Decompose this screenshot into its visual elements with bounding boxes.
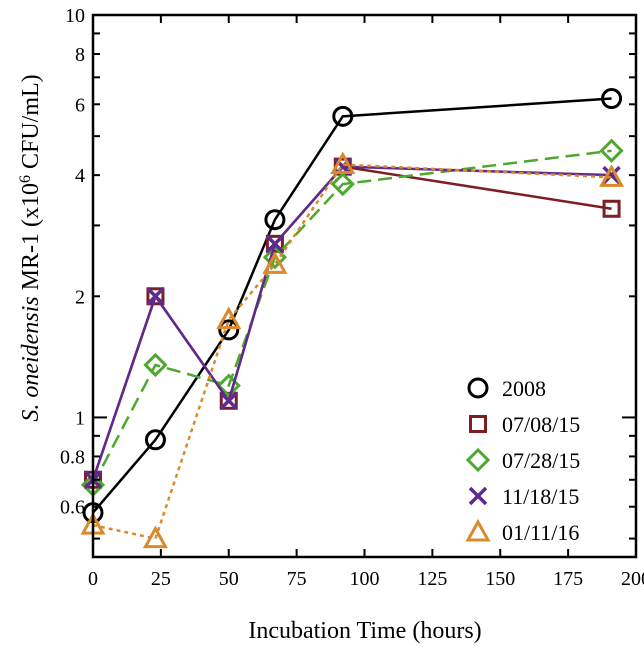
- series-0-point-3: [264, 209, 286, 231]
- y-tick-label-10: 10: [65, 5, 85, 27]
- series-3-point-3: [265, 234, 285, 254]
- y-axis-title: S. oneidensis MR-1 (x106 CFU/mL): [17, 74, 45, 421]
- y-tick-label-6: 6: [75, 94, 85, 116]
- series-3-point-1-stroke-b: [146, 287, 165, 306]
- series-3-point-3-stroke-b: [265, 234, 285, 254]
- series-line-3: [91, 165, 612, 481]
- y-tick-label-0.8: 0.8: [60, 446, 85, 468]
- series-2-point-4: [330, 171, 355, 197]
- series-1-point-5: [602, 199, 621, 218]
- series-3-point-2-stroke-b: [219, 391, 238, 411]
- series-1-point-2: [219, 391, 238, 410]
- legend-label-1: 07/08/15: [502, 412, 580, 437]
- axes: 0 25 50 75 100 125 150 175 200 0.6 0.8 1 2 4 6 8 10: [60, 5, 644, 590]
- x-tick-label-0: 0: [88, 568, 98, 590]
- series-2-point-5: [599, 138, 624, 163]
- series-4-point-5: [599, 164, 625, 187]
- series-0-point-5: [601, 88, 623, 110]
- x-tick-label-175: 175: [553, 568, 583, 590]
- legend-marker-4: [465, 518, 491, 542]
- y-axis-title-part-1: MR-1 (x10: [18, 183, 44, 296]
- series-0-point-2: [218, 319, 240, 341]
- series-0-point-4: [332, 105, 354, 127]
- legend-marker-3: [468, 486, 488, 506]
- x-axis-title: Incubation Time (hours): [248, 618, 481, 644]
- legend-label-2: 07/28/15: [502, 448, 580, 473]
- y-tick-label-2: 2: [75, 286, 85, 308]
- legend-marker-3-stroke-b: [468, 486, 488, 506]
- x-tick-label-50: 50: [219, 568, 239, 590]
- legend-label-4: 01/11/16: [502, 520, 579, 545]
- series-1-point-1: [146, 287, 165, 306]
- y-axis-title-part-2: 6: [17, 175, 34, 183]
- series-3-point-5: [602, 165, 621, 185]
- series-3: [83, 157, 621, 490]
- y-axis-title-part-3: CFU/mL): [18, 74, 44, 175]
- y-tick-label-8: 8: [75, 44, 85, 66]
- series-3-point-5-stroke-b: [602, 165, 621, 185]
- legend-label-3: 11/18/15: [502, 484, 579, 509]
- legend-marker-0: [467, 377, 489, 399]
- series-4-point-2: [216, 306, 242, 330]
- y-tick-label-1: 1: [75, 407, 85, 429]
- series-4-point-1: [142, 525, 168, 549]
- x-tick-label-150: 150: [485, 568, 515, 590]
- series-line-4: [92, 163, 612, 541]
- x-tick-label-25: 25: [151, 568, 171, 590]
- x-tick-label-75: 75: [287, 568, 307, 590]
- legend: 2008 07/08/15 07/28/15 11/18/15 01/11/16: [465, 376, 580, 545]
- y-tick-label-0.6: 0.6: [60, 497, 85, 519]
- y-axis-title-part-0: S. oneidensis: [18, 296, 44, 421]
- series-0-point-1: [144, 429, 166, 451]
- series-2-point-1: [143, 352, 168, 378]
- legend-marker-1: [469, 415, 487, 433]
- series-3-point-2: [219, 391, 238, 411]
- plot-frame: [91, 13, 638, 559]
- series-3-point-1: [146, 287, 165, 306]
- series-4-point-3: [262, 251, 288, 274]
- x-tick-label-100: 100: [350, 568, 380, 590]
- series-4-point-4: [330, 151, 356, 175]
- legend-label-0: 2008: [502, 376, 546, 401]
- plot-content: [80, 88, 625, 549]
- series-line-0: [92, 97, 612, 514]
- x-tick-label-200: 200: [621, 568, 644, 590]
- x-tick-label-125: 125: [417, 568, 447, 590]
- legend-marker-2: [465, 447, 491, 473]
- y-tick-label-4: 4: [75, 165, 85, 187]
